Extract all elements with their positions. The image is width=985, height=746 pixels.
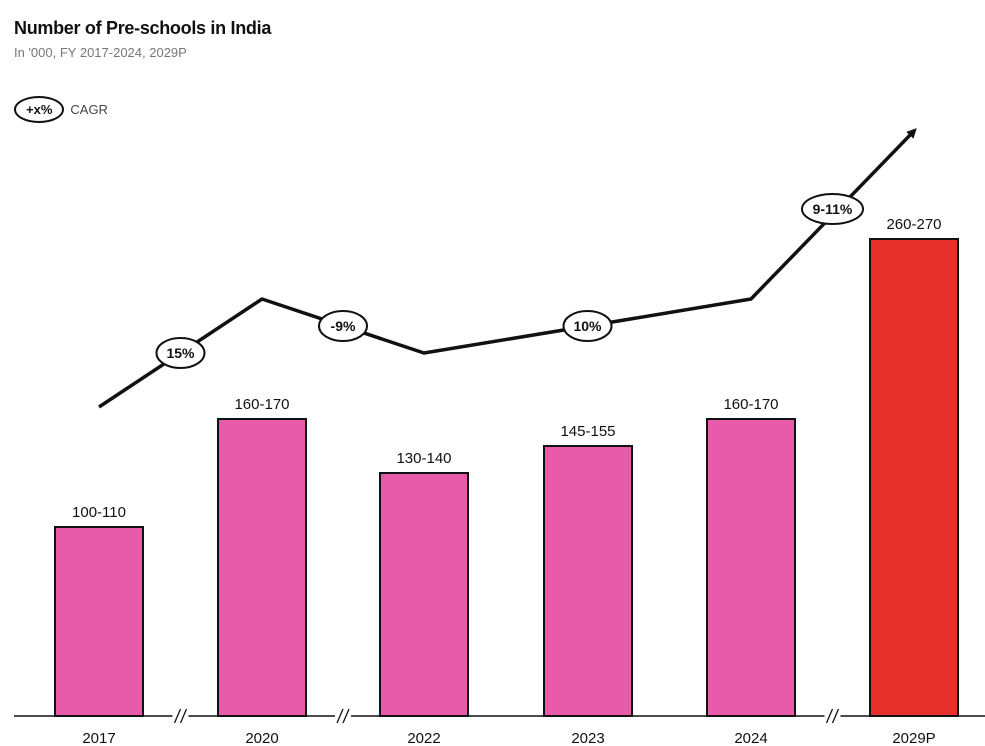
legend-pill: +x% (14, 96, 65, 123)
bar-2024 (706, 418, 796, 717)
value-label-2022: 130-140 (396, 450, 451, 467)
cagr-pill-text: 10% (573, 318, 602, 334)
chart-subtitle: In '000, FY 2017-2024, 2029P (14, 45, 187, 60)
x-tick-2017: 2017 (82, 730, 115, 746)
axis-break-slash (336, 708, 344, 724)
axis-break-slash (825, 708, 834, 724)
value-label-2023: 145-155 (560, 423, 615, 440)
x-tick-2023: 2023 (571, 730, 604, 746)
x-tick-2022: 2022 (407, 730, 440, 746)
axis-break-slash (831, 708, 840, 724)
x-tick-2020: 2020 (245, 730, 278, 746)
cagr-label-2022-2024: 10% (562, 310, 613, 342)
axis-break-slash (173, 708, 182, 724)
cagr-trend-arrow (98, 128, 917, 409)
bar-2017 (54, 526, 144, 717)
value-label-2024: 160-170 (723, 396, 778, 413)
cagr-pill-text: 9-11% (813, 201, 853, 217)
axis-break-mark (824, 708, 841, 724)
chart-title: Number of Pre-schools in India (14, 18, 272, 38)
legend-text: CAGR (70, 102, 108, 117)
x-tick-2024: 2024 (734, 730, 767, 746)
axis-break-slash (342, 708, 350, 724)
bar-2022 (379, 472, 469, 717)
bar-2023 (543, 445, 633, 717)
value-label-2020: 160-170 (234, 396, 289, 413)
axis-break-gap (172, 708, 189, 724)
cagr-pill (801, 193, 864, 225)
cagr-pill-text: -9% (331, 318, 356, 334)
axis-break-gap (335, 708, 351, 724)
cagr-pill (318, 310, 368, 342)
axis-break-mark (172, 708, 189, 724)
axis-break-mark (335, 708, 351, 724)
cagr-label-2017-2020: 15% (155, 337, 206, 369)
value-label-2017: 100-110 (72, 504, 126, 521)
cagr-pill-text: 15% (166, 345, 195, 361)
bar-2020 (217, 418, 307, 717)
cagr-pill (562, 310, 613, 342)
cagr-pill (155, 337, 206, 369)
cagr-label-2024-2029P: 9-11% (801, 193, 864, 225)
axis-break-gap (824, 708, 841, 724)
value-label-2029P: 260-270 (886, 216, 941, 233)
x-tick-2029P: 2029P (892, 730, 935, 746)
cagr-label-2020-2022: -9% (318, 310, 368, 342)
bar-2029P (869, 238, 959, 717)
axis-break-slash (179, 708, 188, 724)
cagr-legend: +x% CAGR (14, 96, 108, 123)
